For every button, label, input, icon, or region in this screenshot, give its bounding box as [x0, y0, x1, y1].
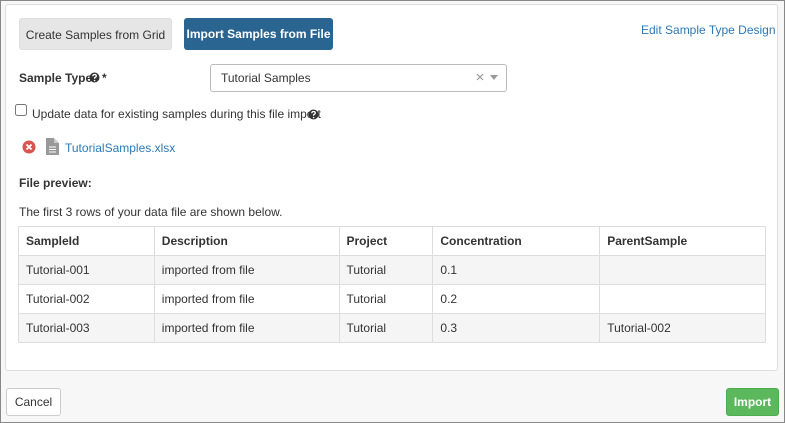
table-cell: imported from file: [153, 284, 340, 314]
table-cell: imported from file: [153, 255, 340, 285]
required-mark: *: [102, 71, 107, 85]
table-cell: 0.2: [432, 284, 601, 314]
table-cell: imported from file: [153, 313, 340, 343]
table-cell: Tutorial: [338, 255, 434, 285]
edit-link[interactable]: Edit Sample Type Design: [641, 23, 776, 37]
column-header: SampleId: [18, 226, 155, 256]
remove-file-icon[interactable]: [22, 140, 36, 154]
preview-note: The first 3 rows of your data file are s…: [19, 205, 283, 219]
table-cell: [599, 255, 766, 285]
table-cell: Tutorial-002: [18, 284, 155, 314]
file-icon: [46, 138, 59, 155]
table-row: Tutorial-001 imported from file Tutorial 0.…: [18, 255, 766, 285]
preview-table: SampleId Description Project Concentration P…: [18, 226, 766, 343]
select-value: Tutorial Samples: [221, 71, 311, 85]
table-row: Tutorial-003 imported from file Tutorial 0.…: [18, 313, 766, 343]
table-cell: [599, 284, 766, 314]
table-cell: Tutorial: [338, 313, 434, 343]
header-row: SampleId Description Project Concentration P…: [18, 226, 766, 256]
table-cell: Tutorial-002: [599, 313, 766, 343]
cancel-button[interactable]: Cancel: [6, 388, 61, 416]
table-row: Tutorial-002 imported from file Tutorial 0.…: [18, 284, 766, 314]
table-cell: Tutorial: [338, 284, 434, 314]
tab-file[interactable]: Import Samples from File: [184, 18, 333, 50]
tab-grid[interactable]: Create Samples from Grid: [19, 18, 172, 50]
sample-type-select[interactable]: Tutorial Samples: [210, 64, 507, 92]
field-label: Sample Type: [19, 71, 93, 85]
column-header: Concentration: [432, 226, 601, 256]
help-icon[interactable]: [308, 109, 319, 120]
table-cell: 0.1: [432, 255, 601, 285]
help-icon[interactable]: [89, 72, 100, 83]
table-cell: Tutorial-001: [18, 255, 155, 285]
table-cell: Tutorial-003: [18, 313, 155, 343]
table-cell: 0.3: [432, 313, 601, 343]
column-header: Description: [153, 226, 340, 256]
column-header: Project: [338, 226, 434, 256]
preview-heading: File preview:: [19, 176, 92, 190]
select-controls[interactable]: [475, 72, 501, 84]
column-header: ParentSample: [599, 226, 766, 256]
import-button[interactable]: Import: [726, 388, 779, 416]
checkbox-label: Update data for existing samples during …: [32, 107, 321, 121]
file-link[interactable]: TutorialSamples.xlsx: [65, 141, 176, 155]
update-checkbox[interactable]: [15, 104, 27, 116]
